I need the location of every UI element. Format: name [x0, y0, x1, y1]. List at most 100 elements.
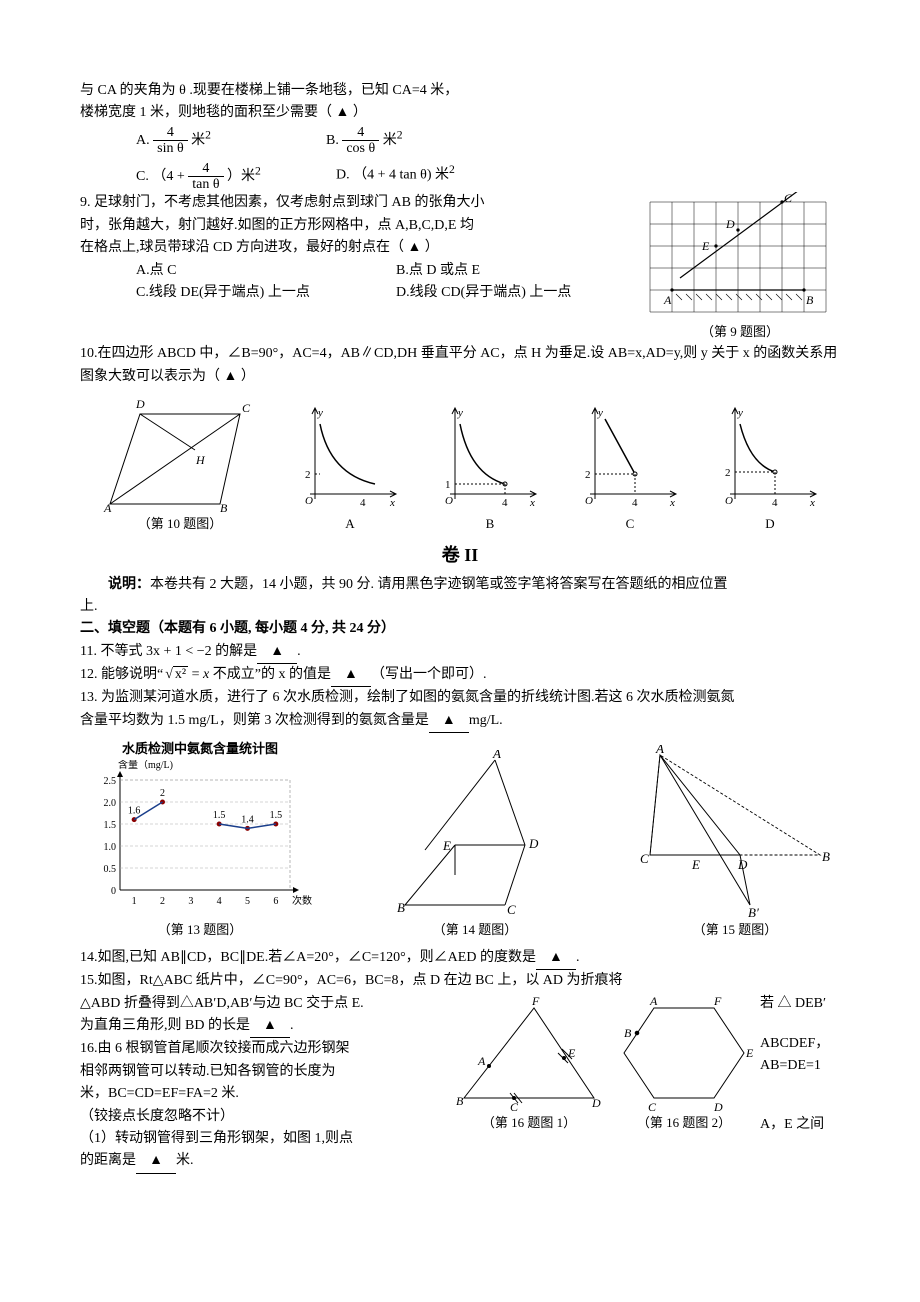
- svg-text:x: x: [809, 497, 815, 509]
- svg-text:x: x: [389, 497, 395, 509]
- q15-l3: 为直角三角形,则 BD 的长是▲.: [80, 1015, 446, 1038]
- svg-text:H: H: [195, 453, 206, 467]
- q16-l2: 相邻两钢管可以转动.已知各钢管的长度为: [80, 1061, 446, 1083]
- svg-text:D: D: [713, 1100, 723, 1113]
- q16-l4: （铰接点长度忽略不计）: [80, 1106, 446, 1128]
- juan2-desc2: 上.: [80, 596, 840, 618]
- svg-text:D: D: [528, 836, 539, 851]
- q9-opts2: C.线段 DE(异于端点) 上一点 D.线段 CD(异于端点) 上一点: [80, 282, 632, 304]
- svg-text:A: A: [655, 745, 664, 756]
- q16-fb: 米.: [176, 1153, 194, 1168]
- svg-text:含量（mg/L): 含量（mg/L): [118, 760, 173, 771]
- svg-text:E: E: [567, 1046, 576, 1060]
- svg-text:次数: 次数: [292, 894, 312, 907]
- svg-text:0: 0: [111, 886, 116, 897]
- juan2-desc: 说明：本卷共有 2 大题，14 小题，共 90 分. 请用黑色字迹钢笔或签字笔将…: [80, 574, 840, 596]
- q13-unit: mg/L.: [469, 713, 503, 728]
- q9-opts1: A.点 C B.点 D 或点 E: [80, 260, 632, 282]
- svg-text:6: 6: [273, 896, 278, 907]
- svg-text:C: C: [648, 1100, 657, 1113]
- svg-text:4: 4: [502, 497, 508, 509]
- svg-text:y: y: [737, 407, 743, 419]
- juan2-desc-text: 本卷共有 2 大题，14 小题，共 90 分. 请用黑色字迹钢笔或签字笔将答案写…: [150, 577, 728, 592]
- svg-text:2: 2: [305, 469, 311, 481]
- fig15: A C B D E B′ （第 15 题图）: [630, 745, 840, 941]
- q16-f: 的距离是: [80, 1153, 136, 1168]
- q9-l3: 在格点上,球员带球沿 CD 方向进攻，最好的射点在（ ▲ ）: [80, 237, 632, 259]
- q15-blank: ▲: [250, 1015, 290, 1038]
- svg-text:1.5: 1.5: [213, 810, 226, 821]
- q13-l1: 13. 为监测某河道水质，进行了 6 次水质检测，绘制了如图的氨氮含量的折线统计…: [80, 687, 840, 709]
- q8-b-sq: 2: [397, 128, 403, 141]
- q11-blank: ▲: [257, 641, 297, 664]
- q13-blank: ▲: [429, 710, 469, 733]
- svg-text:B: B: [806, 293, 814, 307]
- q9-figure: A B E D C （第 9 题图）: [640, 192, 840, 343]
- svg-text:y: y: [457, 407, 463, 419]
- svg-text:O: O: [305, 495, 313, 507]
- q10-opt-c: O x y 2 4 C: [580, 404, 680, 535]
- q8-b-prefix: B.: [326, 133, 342, 148]
- svg-text:2: 2: [585, 469, 591, 481]
- q9-row: 9. 足球射门，不考虑其他因素，仅考虑射点到球门 AB 的张角大小 时，张角越大…: [80, 192, 840, 343]
- fig16-1: F A B C D E （第 16 题图 1）: [454, 993, 604, 1134]
- svg-text:4: 4: [360, 497, 366, 509]
- svg-text:E: E: [442, 838, 451, 853]
- svg-text:B′: B′: [748, 905, 759, 920]
- q15-d: .: [290, 1018, 294, 1033]
- svg-text:C: C: [510, 1100, 519, 1113]
- q9-caption: （第 9 题图）: [640, 322, 840, 343]
- svg-text:0.5: 0.5: [104, 864, 117, 875]
- svg-text:4: 4: [217, 896, 222, 907]
- q15-side: 若 △ DEB′: [760, 993, 840, 1015]
- svg-text:D: D: [135, 397, 145, 411]
- svg-text:5: 5: [245, 896, 250, 907]
- svg-text:B: B: [624, 1026, 632, 1040]
- fig14: A B C D E （第 14 题图）: [385, 750, 565, 941]
- svg-text:C: C: [507, 902, 516, 917]
- q9-l2: 时，张角越大，射门越好.如图的正方形网格中，点 A,B,C,D,E 均: [80, 215, 632, 237]
- q16-side3: A，E 之间: [760, 1114, 840, 1136]
- q9-oa: A.点 C: [136, 260, 396, 282]
- svg-text:E: E: [745, 1046, 754, 1060]
- svg-text:O: O: [585, 495, 593, 507]
- fig13-caption: （第 13 题图）: [80, 920, 320, 941]
- svg-text:2.5: 2.5: [104, 776, 117, 787]
- svg-text:A: A: [103, 501, 112, 514]
- q8-opts-row2: C. （4 + 4tan θ ）米2 D. （4 + 4 tan θ) 米2: [80, 161, 840, 193]
- q16-side2: AB=DE=1: [760, 1055, 840, 1077]
- svg-text:D: D: [591, 1096, 601, 1110]
- svg-text:A: A: [492, 750, 501, 761]
- q15-16-block: △ABD 折叠得到△AB′D,AB′与边 BC 交于点 E. 为直角三角形,则 …: [80, 993, 840, 1151]
- chart-title: 水质检测中氨氮含量统计图: [80, 739, 320, 760]
- q12-mid: 不成立”的 x 的值是: [209, 667, 331, 682]
- svg-text:B: B: [397, 900, 405, 915]
- q10-opt-a: O x y 2 4 A: [300, 404, 400, 535]
- svg-text:2.0: 2.0: [104, 798, 117, 809]
- q14-end: .: [576, 950, 580, 965]
- q12-b: （写出一个即可）.: [371, 667, 487, 682]
- q16-l3: 米，BC=CD=EF=FA=2 米.: [80, 1083, 446, 1105]
- svg-text:y: y: [597, 407, 603, 419]
- q13-b: 含量平均数为 1.5 mg/L，则第 3 次检测得到的氨氮含量是: [80, 713, 429, 728]
- q14-text: 14.如图,已知 AB∥CD，BC∥DE.若∠A=20°，∠C=120°，则∠A…: [80, 950, 536, 965]
- q15-l2: △ABD 折叠得到△AB′D,AB′与边 BC 交于点 E.: [80, 993, 446, 1015]
- q10-caption: （第 10 题图）: [100, 514, 260, 535]
- q16-side1: ABCDEF，: [760, 1033, 840, 1055]
- svg-text:B: B: [822, 849, 830, 864]
- q12-a: 12. 能够说明“: [80, 667, 163, 682]
- svg-text:1.6: 1.6: [128, 806, 140, 817]
- q10-figures: A B C D H （第 10 题图） O x y 2 4: [80, 394, 840, 535]
- svg-text:4: 4: [632, 497, 638, 509]
- svg-text:A: A: [663, 293, 672, 307]
- q11: 11. 不等式 3x + 1 < −2 的解是▲.: [80, 641, 840, 664]
- svg-text:1.4: 1.4: [241, 814, 254, 825]
- q10-opt-b: O x y 1 4 B: [440, 404, 540, 535]
- fig15-caption: （第 15 题图）: [630, 920, 840, 941]
- q8-a-frac: 4sin θ: [153, 125, 188, 157]
- q8-c-frac: 4tan θ: [188, 161, 223, 193]
- svg-text:O: O: [445, 495, 453, 507]
- q13-l2: 含量平均数为 1.5 mg/L，则第 3 次检测得到的氨氮含量是▲mg/L.: [80, 710, 840, 733]
- fig14-caption: （第 14 题图）: [385, 920, 565, 941]
- svg-text:1: 1: [445, 479, 451, 491]
